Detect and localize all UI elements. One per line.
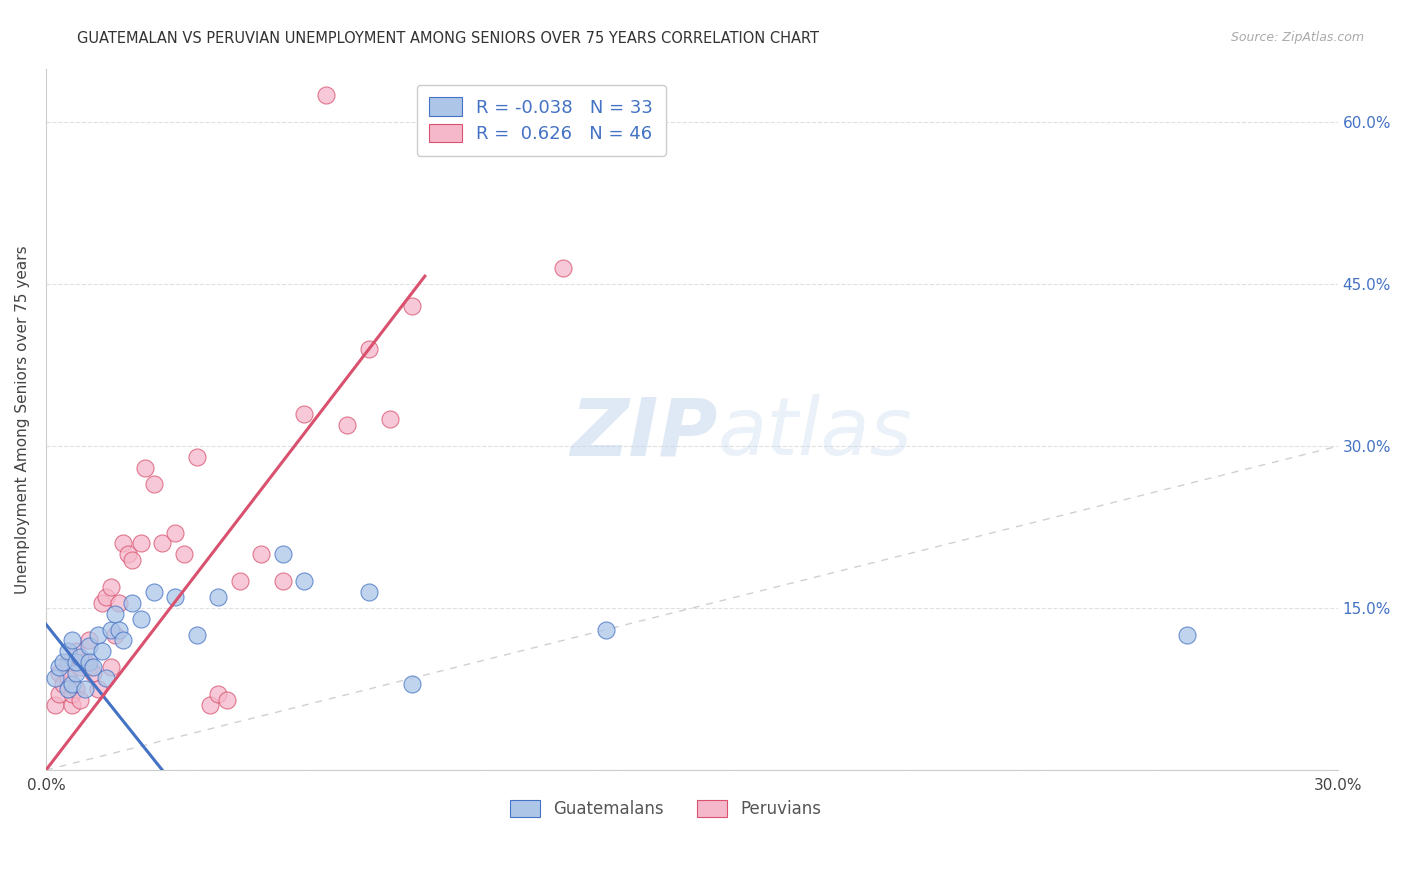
Point [48,660,70,674]
Point [134,460,156,475]
Point [112,536,135,550]
Point [91,644,114,658]
Text: atlas: atlas [717,394,912,472]
Point [73,681,96,696]
Point [336,417,359,432]
Point [250,547,273,561]
Point [117,547,139,561]
Point [165,525,187,540]
Point [401,299,423,313]
Point [77,655,100,669]
Point [142,477,165,491]
Point [86,628,108,642]
Y-axis label: Unemployment Among Seniors over 75 years: Unemployment Among Seniors over 75 years [15,245,30,593]
Point [129,612,152,626]
Point [69,649,91,664]
Point [100,623,122,637]
Point [108,596,131,610]
Point [121,596,143,610]
Point [292,407,315,421]
Point [186,628,208,642]
Legend: Guatemalans, Peruvians: Guatemalans, Peruvians [503,793,828,825]
Point [52,676,75,690]
Point [108,623,131,637]
Point [73,655,96,669]
Point [82,660,104,674]
Point [44,698,66,713]
Point [86,681,108,696]
Point [60,676,83,690]
Point [91,596,114,610]
Point [65,681,87,696]
Point [56,681,79,696]
Point [173,547,195,561]
Point [69,693,91,707]
Point [150,536,173,550]
Point [121,552,143,566]
Point [292,574,315,589]
Point [207,688,229,702]
Point [100,580,122,594]
Point [96,591,118,605]
Point [77,660,100,674]
Point [1175,628,1198,642]
Point [198,698,221,713]
Point [52,655,75,669]
Point [82,665,104,680]
Point [96,671,118,685]
Point [551,261,574,276]
Point [56,671,79,685]
Point [228,574,250,589]
Point [112,633,135,648]
Point [65,665,87,680]
Point [48,665,70,680]
Point [186,450,208,464]
Text: Source: ZipAtlas.com: Source: ZipAtlas.com [1230,31,1364,45]
Point [56,644,79,658]
Point [44,671,66,685]
Point [69,660,91,674]
Point [65,655,87,669]
Point [357,342,380,356]
Text: ZIP: ZIP [571,394,717,472]
Point [315,88,337,103]
Point [271,574,294,589]
Point [129,536,152,550]
Point [60,688,83,702]
Point [271,547,294,561]
Point [207,591,229,605]
Point [142,585,165,599]
Point [215,693,238,707]
Point [56,655,79,669]
Text: GUATEMALAN VS PERUVIAN UNEMPLOYMENT AMONG SENIORS OVER 75 YEARS CORRELATION CHAR: GUATEMALAN VS PERUVIAN UNEMPLOYMENT AMON… [77,31,820,46]
Point [77,633,100,648]
Point [104,628,127,642]
Point [380,412,402,426]
Point [401,676,423,690]
Point [77,639,100,653]
Point [100,660,122,674]
Point [48,688,70,702]
Point [357,585,380,599]
Point [60,633,83,648]
Point [595,623,617,637]
Point [60,698,83,713]
Point [104,607,127,621]
Point [165,591,187,605]
Point [65,644,87,658]
